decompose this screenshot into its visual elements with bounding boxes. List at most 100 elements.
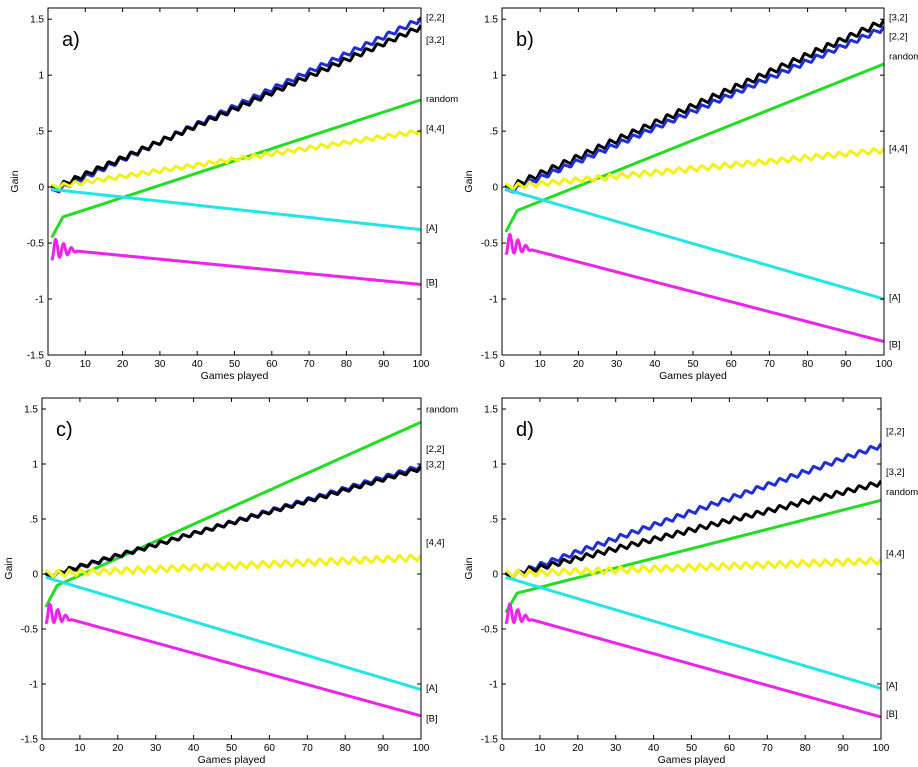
series-end-label: random — [426, 405, 458, 416]
axes-box — [501, 7, 885, 356]
x-tick-label: 90 — [378, 743, 390, 754]
y-axis-label: Gain — [463, 557, 475, 579]
x-tick-label: 60 — [726, 359, 738, 370]
panel-label: d) — [516, 419, 534, 441]
x-tick-label: 80 — [341, 359, 353, 370]
series-line-44-3 — [50, 128, 421, 190]
series-line-random-2 — [50, 98, 421, 239]
y-axis-label: Gain — [463, 170, 475, 192]
chart-panel-2: 0 10 20 30 40 50 60 70 80 90 100 -1.5 -1 -0.5 0 .5 1 1.5 G… — [463, 7, 918, 382]
x-tick-label: 50 — [687, 359, 699, 370]
y-tick-label: -0.5 — [21, 625, 39, 636]
series-end-label: [B] — [886, 709, 898, 720]
series-end-label: [2,2] — [886, 427, 905, 438]
series-line-32-0 — [504, 18, 884, 191]
x-tick-label: 30 — [150, 743, 162, 754]
y-tick-label: 0 — [492, 570, 498, 581]
y-tick-label: -0.5 — [27, 239, 45, 250]
x-tick-label: 100 — [873, 743, 890, 754]
series-end-label: [B] — [889, 339, 901, 350]
x-tick-label: 100 — [876, 359, 893, 370]
x-tick-label: 20 — [573, 359, 585, 370]
series-line-random-0 — [44, 420, 421, 608]
y-tick-label: .5 — [36, 127, 45, 138]
x-tick-label: 80 — [340, 743, 352, 754]
series-line-B-5 — [50, 237, 421, 286]
y-axis-label: Gain — [9, 170, 21, 192]
y-tick-label: 1 — [492, 460, 498, 471]
x-tick-label: 50 — [229, 359, 241, 370]
x-tick-label: 60 — [266, 359, 278, 370]
x-tick-label: 0 — [499, 743, 505, 754]
series-end-label: [A] — [886, 681, 898, 692]
x-tick-label: 0 — [45, 359, 51, 370]
x-tick-label: 10 — [80, 359, 92, 370]
series-end-label: [3,2] — [426, 460, 445, 471]
series-end-label: [2,2] — [426, 12, 445, 23]
series-line-A-4 — [51, 187, 421, 232]
x-tick-label: 70 — [302, 743, 314, 754]
y-tick-label: -1 — [29, 680, 38, 691]
x-tick-label: 20 — [572, 743, 584, 754]
series-line-random-2 — [504, 498, 881, 614]
series-end-label: [4,4] — [426, 538, 445, 549]
series-line-32-2 — [44, 466, 421, 578]
panel-label: a) — [62, 29, 80, 51]
y-tick-label: -1 — [489, 680, 498, 691]
series-group — [504, 442, 881, 719]
x-tick-label: 100 — [413, 359, 430, 370]
y-tick-label: 1 — [492, 71, 498, 82]
x-tick-label: 30 — [154, 359, 166, 370]
x-tick-label: 40 — [649, 359, 661, 370]
x-tick-label: 0 — [39, 743, 45, 754]
series-line-random-2 — [504, 62, 884, 233]
x-tick-label: 70 — [304, 359, 316, 370]
y-axis-label: Gain — [3, 557, 15, 579]
x-tick-label: 10 — [535, 359, 547, 370]
series-end-label: random — [889, 52, 918, 63]
series-end-label: [A] — [426, 683, 438, 694]
series-line-B-5 — [504, 602, 881, 719]
series-group — [50, 16, 421, 286]
y-tick-label: 0 — [38, 183, 44, 194]
x-tick-label: 50 — [226, 743, 238, 754]
x-tick-label: 80 — [800, 743, 812, 754]
series-end-label: [4,4] — [889, 143, 908, 154]
y-tick-label: -0.5 — [481, 625, 499, 636]
x-axis-label: Games played — [658, 754, 726, 766]
y-tick-label: -1.5 — [481, 735, 499, 746]
series-end-label: [B] — [426, 714, 438, 725]
x-axis-label: Games played — [198, 754, 266, 766]
x-axis-label: Games played — [659, 370, 727, 382]
y-tick-label: -1 — [35, 295, 44, 306]
series-end-label: [A] — [426, 223, 438, 234]
x-tick-label: 80 — [802, 359, 814, 370]
panel-label: c) — [56, 419, 73, 441]
series-line-44-3 — [504, 147, 884, 191]
series-line-A-4 — [45, 575, 421, 691]
panels: 0 10 20 30 40 50 60 70 80 90 100-1.5-1-0.50.511.5G… — [3, 7, 918, 766]
x-tick-label: 70 — [762, 743, 774, 754]
series-end-label: [4,4] — [426, 123, 445, 134]
series-line-32-1 — [50, 24, 421, 191]
y-tick-label: -0.5 — [481, 239, 499, 250]
x-tick-label: 30 — [611, 359, 623, 370]
series-end-label: random — [426, 94, 458, 105]
series-line-B-5 — [504, 232, 884, 344]
x-tick-label: 0 — [499, 359, 505, 370]
series-line-44-3 — [44, 553, 421, 579]
y-tick-label: 0 — [32, 570, 38, 581]
series-line-32-1 — [504, 480, 881, 579]
series-end-label: [3,2] — [886, 467, 905, 478]
series-end-label: [3,2] — [889, 12, 908, 23]
series-line-B-5 — [44, 602, 421, 718]
chart-panel-3: 0 10 20 30 40 50 60 70 80 90 100 -1.5 -1 -0.5 0 .5 1 1.5 G… — [3, 397, 458, 766]
x-tick-label: 60 — [264, 743, 276, 754]
y-tick-label: 1 — [38, 71, 44, 82]
x-tick-label: 70 — [764, 359, 776, 370]
series-end-label: [A] — [889, 292, 901, 303]
y-tick-label: 1 — [32, 460, 38, 471]
x-axis-label: Games played — [201, 370, 269, 382]
x-tick-label: 60 — [724, 743, 736, 754]
